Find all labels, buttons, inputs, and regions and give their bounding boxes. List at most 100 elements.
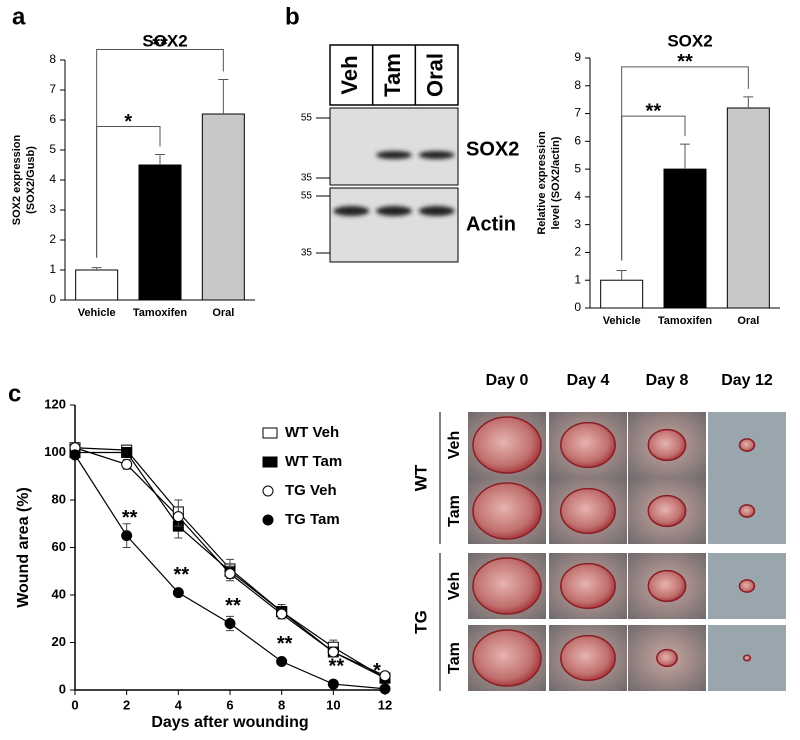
column-header: Day 0 [486,372,529,389]
x-tick-label: 8 [278,697,285,712]
x-tick-label: 10 [326,697,340,712]
y-tick-label: 8 [574,78,581,92]
bar [663,168,707,309]
data-point [172,511,184,523]
x-tick-label: Oral [212,307,234,319]
panel-label: a [12,3,26,30]
y-axis-label: Relative expression [536,131,548,235]
column-header: Day 4 [567,372,610,389]
legend-label: WT Tam [285,453,342,470]
error-bar [91,267,102,270]
y-tick-label: 8 [49,52,56,66]
column-header: Day 8 [646,372,689,389]
bar [138,164,182,301]
legend-marker [262,427,278,439]
significance-label: ** [225,595,241,617]
x-tick-label: Vehicle [78,307,116,319]
significance-label: ** [152,34,168,56]
significance-label: ** [329,655,345,677]
column-header: Day 12 [721,372,773,389]
wound [738,579,756,593]
x-tick-label: Vehicle [603,315,641,327]
x-tick-label: 0 [71,697,78,712]
panel-label: c [8,380,21,407]
significance-label: ** [646,100,662,122]
data-point [172,587,184,599]
y-tick-label: 40 [52,586,66,601]
x-tick-label: 4 [175,697,183,712]
row-label: Tam [446,642,463,674]
blot-band [376,206,412,216]
y-tick-label: 9 [574,50,581,64]
data-point [121,458,133,470]
error-bar [680,143,690,170]
data-point [224,618,236,629]
y-tick-label: 7 [574,106,581,120]
data-point [224,568,236,580]
data-point [276,656,288,667]
y-tick-label: 80 [52,491,66,506]
y-tick-label: 5 [49,142,56,156]
blot-band [333,206,370,216]
row-label: Veh [446,572,463,600]
x-tick-label: Tamoxifen [658,315,712,327]
x-tick-label: 6 [226,697,233,712]
y-tick-label: 7 [49,82,56,96]
size-marker: 55 [301,191,313,202]
legend-marker [262,485,274,497]
x-tick-label: 2 [123,697,130,712]
wound [742,654,752,662]
data-point [327,646,339,658]
wound [738,438,756,452]
blot-band [418,151,455,159]
y-tick-label: 4 [574,189,581,203]
chart-title: SOX2 [142,31,187,50]
bar [75,269,119,301]
wound [472,482,542,540]
blot-frame [329,187,459,263]
y-tick-label: 0 [49,292,56,306]
lane-header-frame [329,44,459,106]
y-tick-label: 2 [574,245,581,259]
y-tick-label: 60 [52,539,66,554]
wound [560,421,616,469]
y-tick-label: 0 [59,681,66,696]
y-axis-label: SOX2 expression [11,134,23,225]
y-tick-label: 1 [49,262,56,276]
legend-marker [262,456,278,468]
error-bar [218,79,229,114]
significance-bracket [621,66,749,261]
y-tick-label: 3 [574,217,581,231]
wound [560,562,616,610]
y-tick-label: 6 [49,112,56,126]
wound [738,504,756,518]
significance-label: ** [174,564,190,586]
wound [472,629,542,687]
band-label: Actin [466,213,516,235]
data-point [379,683,391,695]
y-tick-label: 100 [44,444,66,459]
panel-label: b [285,3,300,30]
wound [560,634,616,682]
significance-label: * [373,660,381,682]
size-marker: 55 [301,113,313,124]
band-label: SOX2 [466,138,519,160]
y-axis-label: (SOX2/Gusb) [25,146,37,214]
blot-band [418,206,455,216]
bar [600,279,644,309]
bar [201,113,245,301]
wound [656,648,678,668]
error-bar [616,270,627,281]
error-bar [743,96,754,108]
row-label: Veh [446,431,463,459]
x-tick-label: Oral [737,315,759,327]
y-tick-label: 4 [49,172,56,186]
wound [560,487,616,535]
size-marker: 35 [301,248,313,259]
lane-label: Oral [422,53,447,97]
x-axis-label: Days after wounding [151,714,308,731]
y-axis-label: Wound area (%) [15,487,32,608]
data-point [379,670,391,682]
group-label: TG [411,610,430,634]
